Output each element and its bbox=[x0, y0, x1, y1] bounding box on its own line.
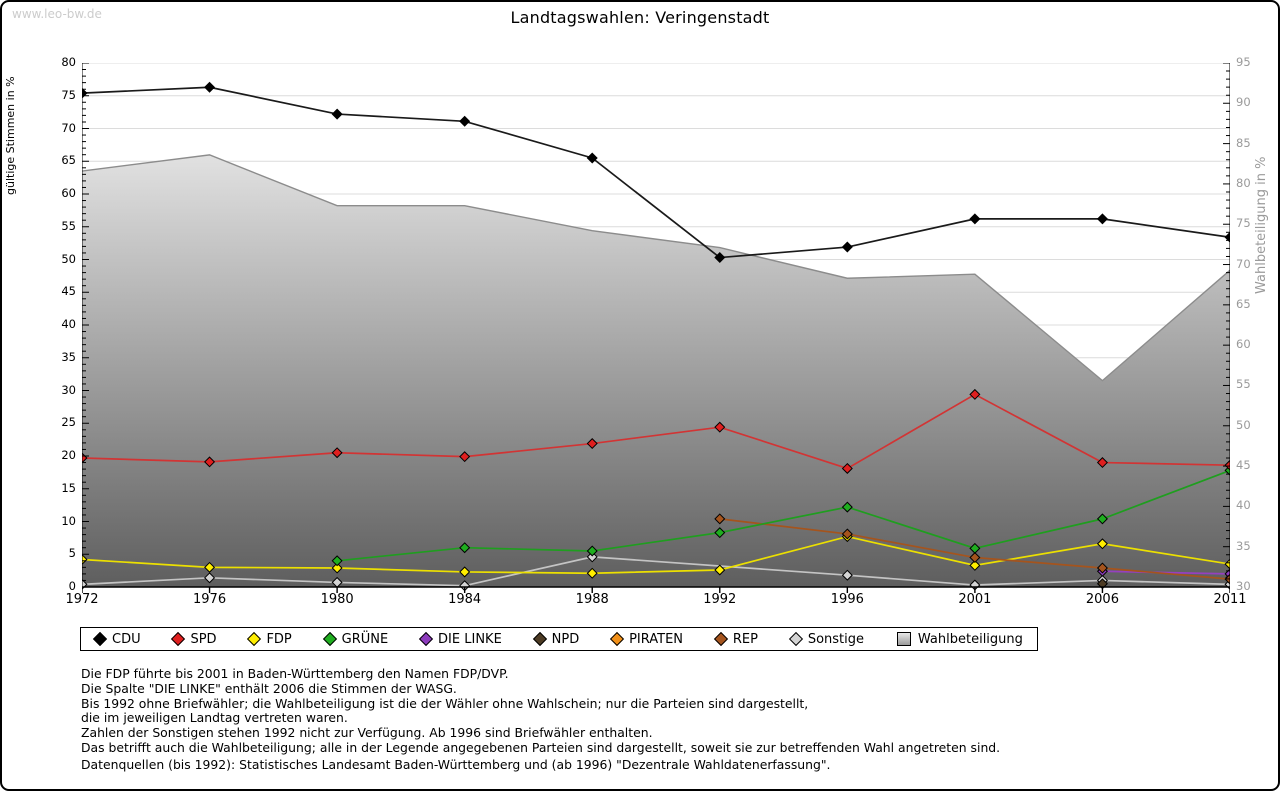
right-axis-tick-label: 80 bbox=[1236, 175, 1251, 190]
legend-item-wahlbeteiligung: Wahlbeteiligung bbox=[896, 631, 1023, 647]
x-axis-year-label: 1980 bbox=[320, 592, 354, 607]
footnote-line: Das betrifft auch die Wahlbeteiligung; a… bbox=[81, 739, 1001, 755]
left-axis-tick-label: 15 bbox=[61, 480, 76, 495]
legend-label: Wahlbeteiligung bbox=[917, 631, 1023, 647]
legend-diamond-icon bbox=[247, 631, 262, 647]
legend-diamond-icon bbox=[532, 631, 547, 647]
legend-label: DIE LINKE bbox=[438, 631, 502, 647]
left-axis-tick-label: 60 bbox=[61, 186, 76, 200]
left-axis-tick-label: 70 bbox=[61, 120, 76, 135]
right-axis-tick-label: 50 bbox=[1236, 417, 1251, 432]
legend-diamond-icon bbox=[418, 631, 434, 647]
legend-diamond-icon bbox=[92, 631, 108, 647]
x-axis-year-label: 2001 bbox=[958, 592, 992, 607]
data-source-line: Datenquellen (bis 1992): Statistisches L… bbox=[81, 757, 831, 772]
right-axis-tick-label: 45 bbox=[1236, 458, 1251, 473]
legend-label: NPD bbox=[551, 631, 580, 647]
footnote-line: Die Spalte "DIE LINKE" enthält 2006 die … bbox=[81, 680, 457, 696]
legend-diamond-icon bbox=[610, 631, 625, 647]
legend-item-sonstige: Sonstige bbox=[788, 631, 865, 647]
left-axis-tick-label: 5 bbox=[68, 546, 76, 561]
right-axis-tick-label: 35 bbox=[1236, 538, 1251, 553]
chart-title: Landtagswahlen: Veringenstadt bbox=[510, 8, 770, 27]
legend: CDU SPD FDP GRÜNE DIE LINKE NPD PIRATEN REP Sons… bbox=[80, 627, 1038, 651]
legend-item-npd: NPD bbox=[532, 631, 580, 647]
legend-label: CDU bbox=[112, 631, 141, 647]
right-axis-tick-label: 30 bbox=[1236, 579, 1251, 593]
legend-item-fdp: FDP bbox=[247, 631, 292, 647]
left-axis-tick-label: 20 bbox=[61, 448, 76, 462]
x-axis-year-label: 1976 bbox=[193, 592, 227, 607]
footnote-line: Zahlen der Sonstigen stehen 1992 nicht z… bbox=[81, 725, 653, 741]
legend-label: Sonstige bbox=[807, 631, 865, 647]
left-axis-tick-label: 45 bbox=[61, 284, 76, 299]
left-axis-tick-label: 75 bbox=[61, 87, 76, 102]
left-axis-tick-label: 55 bbox=[61, 218, 76, 233]
right-axis-tick-label: 40 bbox=[1236, 498, 1251, 513]
footnote-line: Die FDP führte bis 2001 in Baden-Württem… bbox=[81, 666, 509, 681]
legend-label: SPD bbox=[190, 631, 217, 647]
left-axis-title: gültige Stimmen in % bbox=[4, 76, 17, 196]
legend-item-die-linke: DIE LINKE bbox=[418, 631, 502, 647]
legend-item-spd: SPD bbox=[171, 631, 217, 647]
x-axis-year-label: 1996 bbox=[830, 592, 864, 607]
legend-item-cdu: CDU bbox=[92, 631, 141, 647]
x-axis-year-label: 1992 bbox=[703, 592, 737, 607]
legend-label: REP bbox=[732, 631, 758, 647]
left-axis-tick-label: 35 bbox=[61, 349, 76, 364]
right-axis-tick-label: 55 bbox=[1236, 377, 1251, 392]
x-axis-year-label: 1984 bbox=[448, 592, 482, 607]
legend-diamond-icon bbox=[788, 631, 803, 647]
plot-svg bbox=[76, 62, 1236, 593]
legend-diamond-icon bbox=[171, 631, 186, 647]
footnote-line: die im jeweiligen Landtag vertreten ware… bbox=[81, 710, 348, 726]
x-axis-year-label: 1988 bbox=[575, 592, 609, 607]
right-axis-tick-label: 60 bbox=[1236, 337, 1251, 352]
legend-diamond-icon bbox=[713, 631, 728, 647]
left-axis-tick-label: 0 bbox=[68, 579, 76, 593]
legend-item-grüne: GRÜNE bbox=[322, 631, 389, 647]
right-axis-tick-label: 90 bbox=[1236, 95, 1251, 110]
right-axis-tick-label: 70 bbox=[1236, 256, 1251, 271]
watermark: www.leo-bw.de bbox=[12, 7, 102, 21]
right-axis-tick-label: 95 bbox=[1236, 55, 1251, 69]
legend-diamond-icon bbox=[322, 631, 337, 647]
legend-label: GRÜNE bbox=[341, 631, 389, 647]
legend-label: PIRATEN bbox=[629, 631, 684, 647]
legend-item-piraten: PIRATEN bbox=[610, 631, 684, 647]
left-axis-tick-label: 50 bbox=[61, 251, 76, 266]
plot-area bbox=[76, 62, 1236, 598]
left-axis-tick-label: 40 bbox=[61, 317, 76, 331]
legend-label: FDP bbox=[266, 631, 292, 647]
right-axis-tick-label: 75 bbox=[1236, 216, 1251, 231]
left-axis-tick-label: 80 bbox=[61, 55, 76, 69]
footnotes: Die FDP führte bis 2001 in Baden-Württem… bbox=[81, 666, 1001, 756]
right-axis-tick-label: 85 bbox=[1236, 135, 1251, 150]
left-axis-tick-label: 30 bbox=[61, 382, 76, 397]
right-axis-tick-label: 65 bbox=[1236, 296, 1251, 311]
left-axis-tick-label: 65 bbox=[61, 153, 76, 168]
x-axis-year-label: 2011 bbox=[1213, 592, 1247, 607]
footnote-line: Bis 1992 ohne Briefwähler; die Wahlbetei… bbox=[81, 695, 809, 711]
legend-square-icon bbox=[896, 632, 911, 646]
left-axis-tick-label: 10 bbox=[61, 513, 76, 528]
legend-item-rep: REP bbox=[713, 631, 758, 647]
x-axis-year-label: 2006 bbox=[1085, 592, 1119, 607]
left-axis-tick-label: 25 bbox=[61, 415, 76, 430]
x-axis-year-label: 1972 bbox=[65, 592, 99, 607]
